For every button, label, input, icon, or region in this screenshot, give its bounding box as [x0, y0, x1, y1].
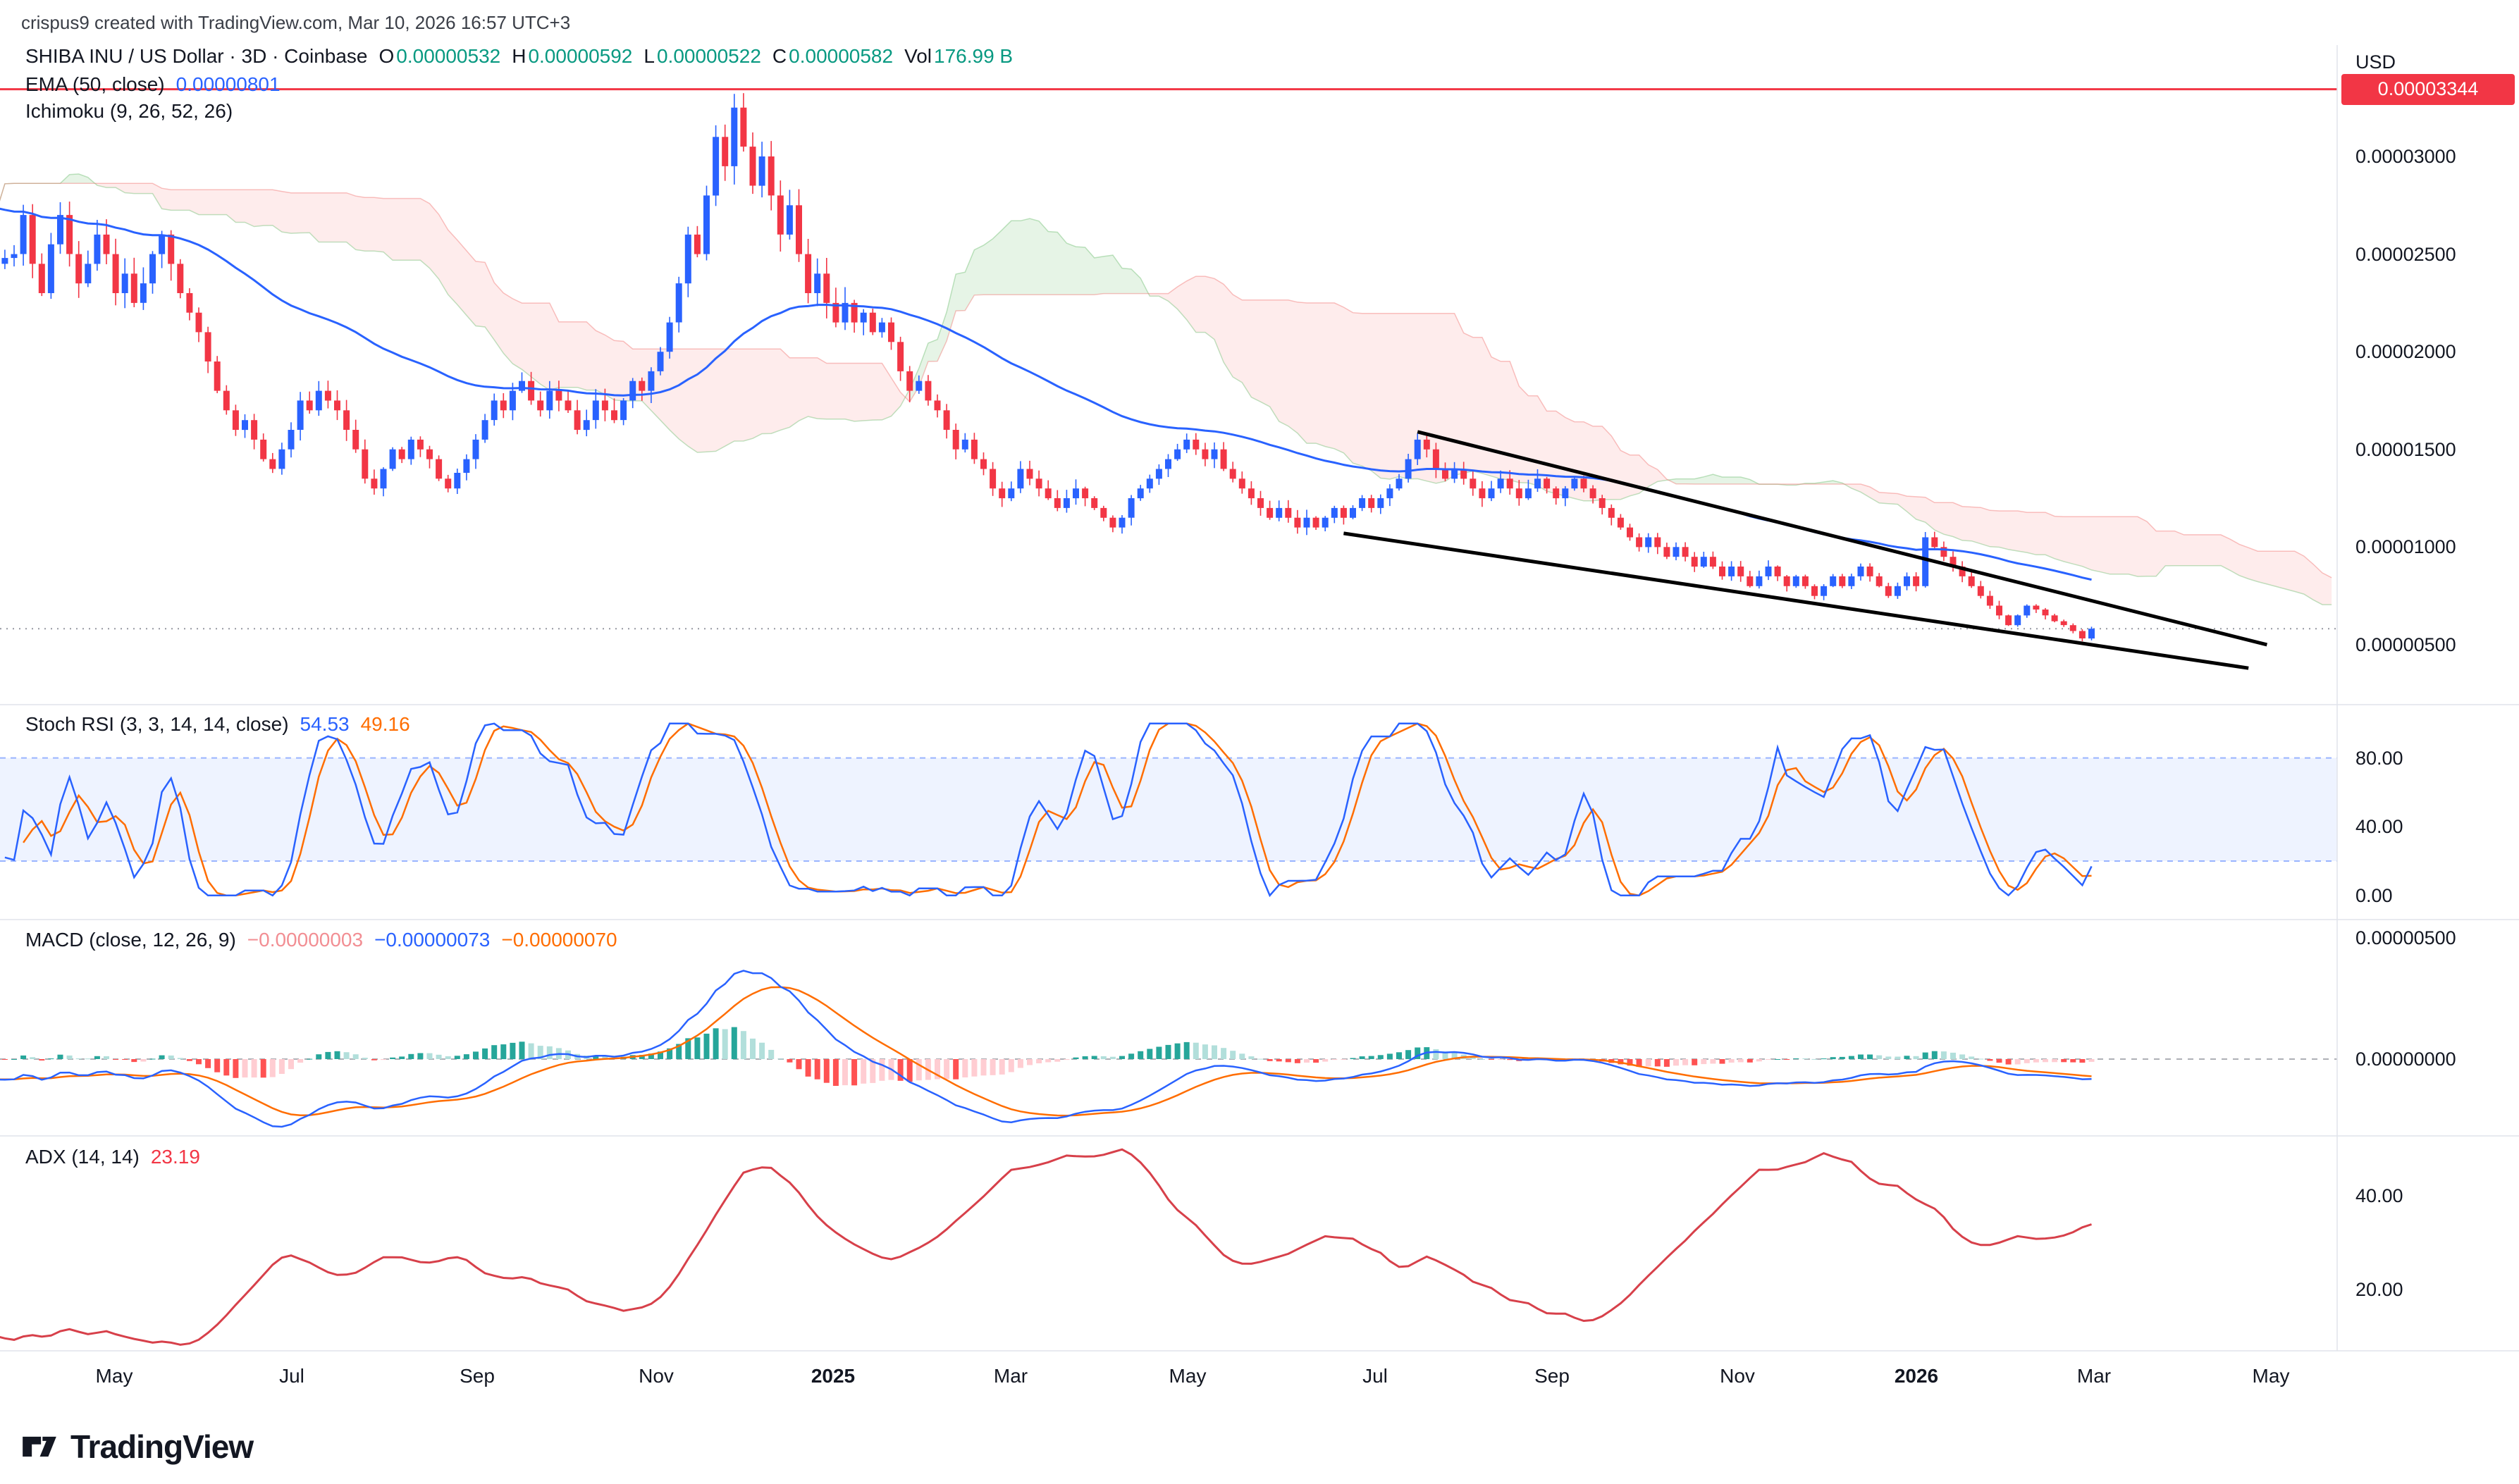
tradingview-logo-text[interactable]: TradingView: [70, 1428, 254, 1465]
time-axis-label: Sep: [460, 1365, 495, 1387]
macd-line-value: −0.00000073: [374, 929, 491, 951]
stoch-tick-label: 40.00: [2355, 816, 2403, 838]
price-tick-label: 0.00002000: [2355, 341, 2456, 363]
price-tick-label: 0.00003000: [2355, 145, 2456, 167]
ichimoku-legend: Ichimoku (9, 26, 52, 26): [25, 100, 233, 123]
low-value: 0.00000522: [656, 45, 761, 67]
macd-legend: MACD (close, 12, 26, 9) −0.00000003 −0.0…: [25, 929, 617, 951]
stoch-band: [0, 758, 2337, 861]
ema-legend: EMA (50, close) 0.00000801: [25, 73, 281, 96]
macd-main-line: [0, 970, 2092, 1128]
macd-signal-line: [0, 986, 2092, 1117]
time-axis-label: Sep: [1534, 1365, 1570, 1387]
adx-tick-label: 20.00: [2355, 1278, 2403, 1300]
macd-signal-value: −0.00000070: [501, 929, 617, 951]
adx-legend: ADX (14, 14) 23.19: [25, 1146, 200, 1168]
low-group: L 0.00000522: [643, 45, 761, 67]
symbol-title[interactable]: SHIBA INU / US Dollar · 3D · Coinbase: [25, 45, 368, 67]
macd-tick-label: 0.00000500: [2355, 927, 2456, 949]
macd-label[interactable]: MACD (close, 12, 26, 9): [25, 929, 236, 951]
stoch-rsi-label[interactable]: Stoch RSI (3, 3, 14, 14, close): [25, 713, 289, 735]
high-value: 0.00000592: [528, 45, 633, 67]
macd-tick-label: 0.00000000: [2355, 1049, 2456, 1070]
time-axis-label: 2026: [1894, 1365, 1939, 1387]
macd-hist-value: −0.00000003: [247, 929, 364, 951]
price-tick-label: 0.00000500: [2355, 633, 2456, 655]
currency-label: USD: [2355, 51, 2396, 73]
price-tick-label: 0.00002500: [2355, 243, 2456, 265]
time-axis-label: Jul: [1362, 1365, 1388, 1387]
close-group: C 0.00000582: [772, 45, 894, 67]
stoch-d-value: 49.16: [360, 713, 410, 735]
stoch-rsi-legend: Stoch RSI (3, 3, 14, 14, close) 54.53 49…: [25, 713, 410, 736]
footer-bar: TradingView: [0, 1409, 2519, 1484]
stoch-k-value: 54.53: [300, 713, 350, 735]
adx-line: [0, 1148, 2092, 1346]
time-axis-label: Nov: [1720, 1365, 1755, 1387]
time-axis-label: Mar: [993, 1365, 1028, 1387]
stoch-d-line: [23, 722, 2092, 897]
wedge-upper-trendline: [1417, 430, 2268, 647]
adx-label[interactable]: ADX (14, 14): [25, 1146, 140, 1168]
adx-tick-label: 40.00: [2355, 1185, 2403, 1207]
stoch-tick-label: 0.00: [2355, 884, 2393, 906]
ema-value: 0.00000801: [175, 73, 281, 95]
tradingview-logo-icon[interactable]: [21, 1431, 58, 1462]
ema-label[interactable]: EMA (50, close): [25, 73, 165, 95]
attribution-bar: crispus9 created with TradingView.com, M…: [0, 0, 2519, 45]
time-axis-label: May: [95, 1365, 133, 1387]
price-tick-label: 0.00001000: [2355, 536, 2456, 558]
open-group: O 0.00000532: [378, 45, 501, 67]
time-axis[interactable]: May Jul Sep Nov 2025 Mar May Jul Sep Nov 2026 Mar Ma…: [0, 1351, 2337, 1409]
high-group: H 0.00000592: [512, 45, 633, 67]
price-axis[interactable]: USD 0.00003344 0.00003000 0.00002500 0.000…: [2337, 45, 2519, 1351]
time-axis-label: May: [2252, 1365, 2290, 1387]
price-tick-label: 0.00001500: [2355, 438, 2456, 460]
ath-price-badge: 0.00003344: [2341, 73, 2515, 105]
time-axis-label: 2025: [811, 1365, 856, 1387]
ichimoku-label[interactable]: Ichimoku (9, 26, 52, 26): [25, 100, 233, 122]
volume-group: Vol 176.99 B: [904, 45, 1014, 67]
attribution-text: crispus9 created with TradingView.com, M…: [21, 11, 571, 33]
stoch-k-line: [4, 722, 2093, 898]
time-axis-label: Jul: [279, 1365, 304, 1387]
close-value: 0.00000582: [789, 45, 894, 67]
adx-value: 23.19: [150, 1146, 200, 1168]
time-axis-label: Mar: [2076, 1365, 2112, 1387]
volume-value: 176.99 B: [934, 45, 1014, 67]
wedge-lower-trendline: [1343, 531, 2249, 670]
time-axis-label: May: [1169, 1365, 1207, 1387]
time-axis-label: Nov: [639, 1365, 674, 1387]
ichimoku-cloud-bearish: [97, 183, 2332, 605]
open-value: 0.00000532: [396, 45, 501, 67]
stoch-tick-label: 80.00: [2355, 747, 2403, 769]
